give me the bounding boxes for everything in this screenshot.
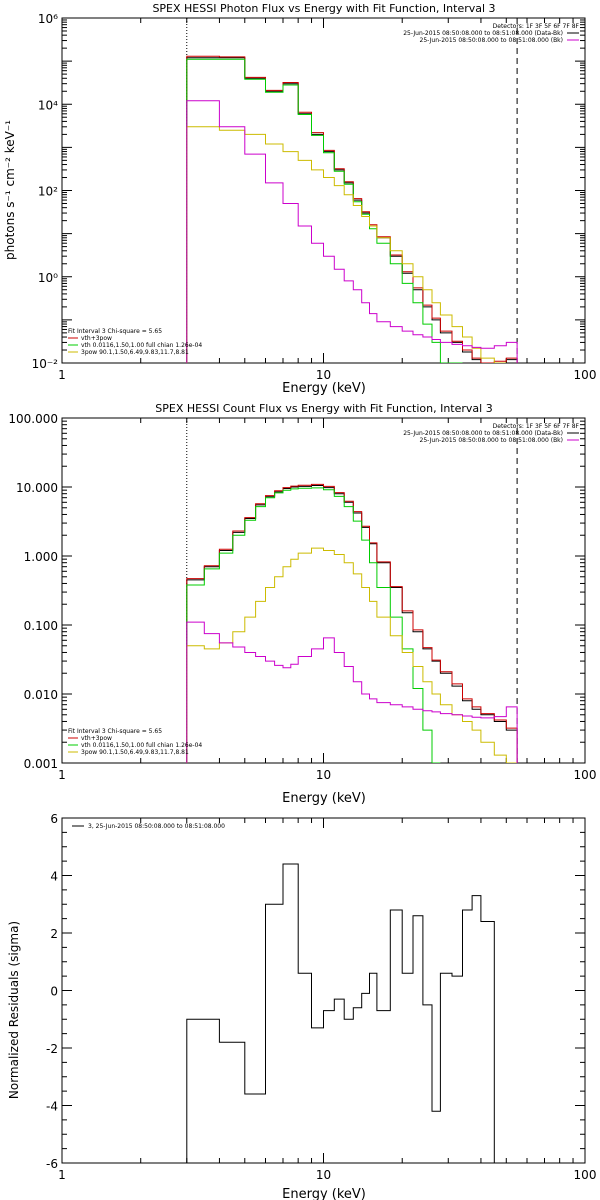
x-axis-label: Energy (keV) xyxy=(282,1187,366,1200)
x-tick-label: 10 xyxy=(316,368,331,382)
y-tick-label: -6 xyxy=(46,1157,58,1171)
fit-legend-header: Fit Interval 3 Chi-square = 5.65 xyxy=(68,328,162,335)
count-flux-chart: SPEX HESSI Count Flux vs Energy with Fit… xyxy=(8,402,596,806)
series-line-3 xyxy=(186,126,507,363)
fit-legend-entry: 3pow 90.1,1.50,6.49,9.83,11.7,8.81 xyxy=(81,749,189,756)
y-tick-label: 10⁶ xyxy=(38,12,58,26)
y-tick-label: 0.010 xyxy=(24,688,58,702)
series-line-2 xyxy=(186,487,441,763)
y-tick-label: 0.001 xyxy=(24,757,58,771)
y-tick-label: 6 xyxy=(50,812,58,826)
legend-header: Detectors: 1F 3F 5F 6F 7F 8F xyxy=(493,423,580,430)
chart-title: SPEX HESSI Photon Flux vs Energy with Fi… xyxy=(152,2,495,15)
y-tick-label: 0 xyxy=(50,985,58,999)
y-tick-label: -2 xyxy=(46,1042,58,1056)
x-tick-label: 100 xyxy=(574,368,597,382)
fit-legend-header: Fit Interval 3 Chi-square = 5.65 xyxy=(68,728,162,735)
fit-legend-entry: vth+3pow xyxy=(81,735,112,742)
fit-legend-entry: vth 0.0116,1.50,1.00 full chian 1.26e-04 xyxy=(81,342,202,349)
photon-flux-chart: SPEX HESSI Photon Flux vs Energy with Fi… xyxy=(3,2,596,396)
residuals-chart: Energy (keV) Normalized Residuals (sigma… xyxy=(7,812,596,1200)
y-tick-label: -4 xyxy=(46,1100,58,1114)
x-tick-label: 10 xyxy=(316,768,331,782)
y-tick-label: 1.000 xyxy=(24,550,58,564)
fit-legend-entry: vth+3pow xyxy=(81,335,112,342)
fit-legend-entry: vth 0.0116,1.50,1.00 full chian 1.26e-04 xyxy=(81,742,202,749)
y-tick-label: 10⁴ xyxy=(38,98,58,112)
x-axis-label: Energy (keV) xyxy=(282,381,366,396)
series-line-4 xyxy=(186,621,518,763)
y-tick-label: 100.000 xyxy=(8,412,58,426)
x-tick-label: 100 xyxy=(574,1168,597,1182)
legend-header: Detectors: 1F 3F 5F 6F 7F 8F xyxy=(493,23,580,30)
y-tick-label: 2 xyxy=(50,927,58,941)
y-tick-label: 0.100 xyxy=(24,619,58,633)
x-tick-label: 1 xyxy=(58,768,66,782)
x-tick-label: 10 xyxy=(316,1168,331,1182)
y-tick-label: 10⁻² xyxy=(32,357,59,371)
y-tick-label: 10² xyxy=(38,185,58,199)
fit-legend-entry: 3pow 90.1,1.50,6.49,9.83,11.7,8.81 xyxy=(81,349,189,356)
x-tick-label: 1 xyxy=(58,1168,66,1182)
x-axis-label: Energy (keV) xyxy=(282,791,366,806)
legend-entry: 25-Jun-2015 08:50:08.000 to 08:51:08.000… xyxy=(420,37,563,44)
y-tick-label: 4 xyxy=(50,870,58,884)
legend-entry: 25-Jun-2015 08:50:08.000 to 08:51:08.000… xyxy=(403,430,563,437)
y-tick-label: 10.000 xyxy=(16,481,58,495)
legend-entry: 25-Jun-2015 08:50:08.000 to 08:51:08.000… xyxy=(403,30,563,37)
x-tick-label: 1 xyxy=(58,368,66,382)
legend-entry: 25-Jun-2015 08:50:08.000 to 08:51:08.000… xyxy=(420,437,563,444)
y-tick-label: 10⁰ xyxy=(38,271,58,285)
series-line-0 xyxy=(186,863,495,1163)
series-line-4 xyxy=(186,100,518,363)
x-tick-label: 100 xyxy=(574,768,597,782)
y-axis-label: Normalized Residuals (sigma) xyxy=(7,921,21,1099)
legend-entry: 3, 25-Jun-2015 08:50:08.000 to 08:51:08.… xyxy=(88,823,225,830)
y-axis-label: photons s⁻¹ cm⁻² keV⁻¹ xyxy=(3,120,17,260)
chart-title: SPEX HESSI Count Flux vs Energy with Fit… xyxy=(155,402,492,415)
